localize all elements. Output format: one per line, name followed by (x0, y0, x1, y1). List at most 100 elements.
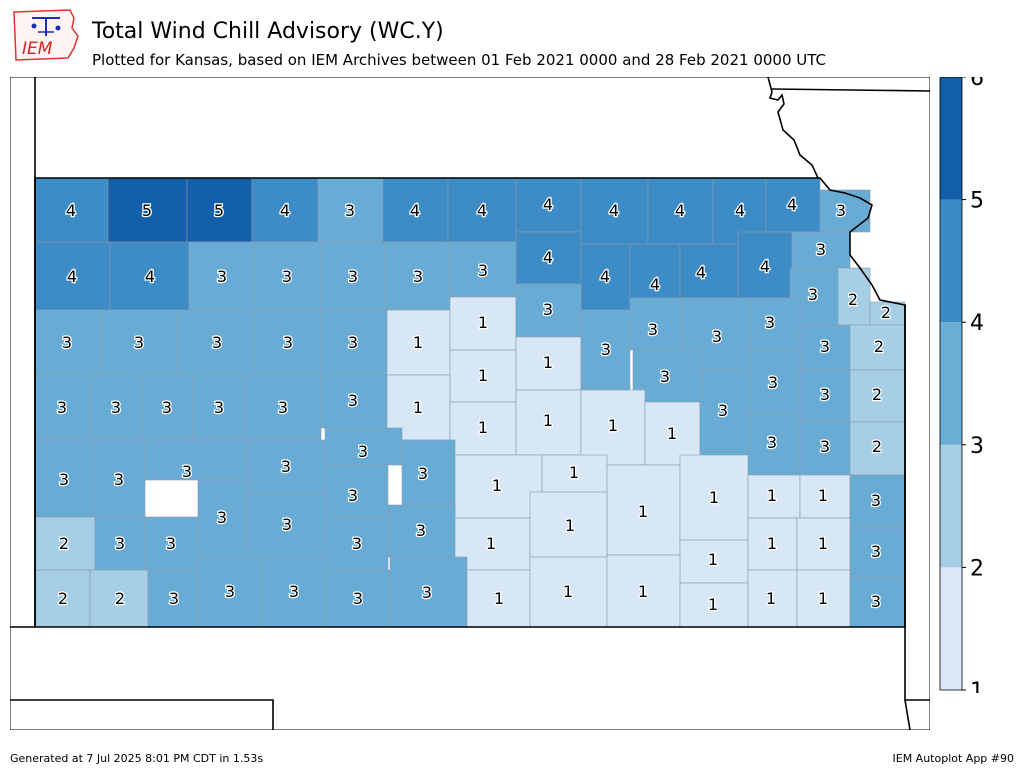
county-4 (317, 177, 384, 243)
county-label-56: 1 (478, 418, 488, 437)
county-81 (197, 479, 249, 558)
county-96 (326, 569, 391, 628)
county-label-88: 1 (767, 534, 777, 553)
colorbar-frame (939, 76, 963, 691)
county-label-27: 2 (848, 290, 858, 309)
map-svg: 4 5 5 4 3 4 4 4 4 4 4 4 3 4 4 3 3 3 3 3 4 4 4 4 4 3 3 2 2 3 3 3 3 3 1 1 3 1 3 3… (9, 76, 931, 731)
county-15 (188, 241, 256, 311)
county-label-24: 4 (760, 257, 770, 276)
county-label-17: 3 (348, 267, 358, 286)
county-label-44: 1 (478, 366, 488, 385)
footer-app: IEM Autoplot App #90 (892, 752, 1015, 765)
county-label-0: 4 (66, 201, 76, 220)
county-20 (515, 231, 582, 285)
county-57 (515, 389, 582, 456)
county-label-62: 3 (820, 437, 830, 456)
county-100 (606, 554, 681, 628)
county-84 (387, 504, 456, 558)
county-label-36: 3 (543, 300, 553, 319)
chart-subtitle: Plotted for Kansas, based on IEM Archive… (92, 51, 826, 69)
county-label-100: 1 (638, 582, 648, 601)
county-label-92: 2 (115, 589, 125, 608)
county-label-65: 3 (114, 470, 124, 489)
county-66 (144, 439, 249, 481)
colorbar-block-4 (940, 199, 962, 323)
county-60 (699, 369, 749, 456)
county-label-12: 3 (836, 201, 846, 220)
county-label-89: 1 (818, 534, 828, 553)
colorbar-tick-label-2: 2 (970, 556, 984, 581)
colorbar-tick-label-1: 1 (970, 679, 984, 693)
county-27 (837, 267, 871, 336)
county-label-18: 3 (413, 267, 423, 286)
county-label-6: 4 (477, 201, 487, 220)
county-label-104: 3 (871, 592, 881, 611)
county-label-83: 3 (352, 534, 362, 553)
county-label-52: 3 (214, 398, 224, 417)
county-label-8: 4 (609, 201, 619, 220)
county-54 (320, 374, 388, 429)
county-99 (529, 556, 608, 628)
county-label-29: 3 (62, 333, 72, 352)
county-label-98: 1 (494, 589, 504, 608)
county-label-11: 4 (787, 195, 797, 214)
county-label-58: 1 (608, 416, 618, 435)
county-25 (791, 231, 851, 269)
county-label-40: 3 (712, 327, 722, 346)
county-label-38: 3 (601, 340, 611, 359)
county-label-93: 3 (169, 589, 179, 608)
colorbar-svg: 1 2 3 4 5 6 (939, 66, 984, 704)
county-label-85: 1 (486, 534, 496, 553)
county-63 (849, 421, 906, 476)
county-label-68: 3 (358, 442, 368, 461)
county-12 (819, 189, 871, 233)
county-93 (147, 569, 199, 628)
county-label-99: 1 (563, 582, 573, 601)
county-98 (466, 569, 531, 628)
county-11 (765, 177, 821, 233)
county-label-45: 3 (660, 367, 670, 386)
county-label-28: 2 (881, 303, 891, 322)
county-label-61: 3 (767, 433, 777, 452)
county-103 (796, 569, 851, 628)
kansas-county-map: 4 5 5 4 3 4 4 4 4 4 4 4 3 4 4 3 3 3 3 3 4 4 4 4 4 3 3 2 2 3 3 3 3 3 1 1 3 1 3 3… (9, 76, 931, 731)
iowa-line (771, 88, 931, 92)
iem-logo: IEM (8, 6, 82, 64)
colorbar-tick-label-3: 3 (970, 434, 984, 459)
county-label-39: 3 (648, 320, 658, 339)
county-label-14: 4 (145, 267, 155, 286)
county-label-47: 3 (820, 385, 830, 404)
county-65 (92, 439, 146, 518)
chart-title: Total Wind Chill Advisory (WC.Y) (92, 19, 444, 44)
county-label-4: 3 (345, 201, 355, 220)
county-label-72: 3 (348, 486, 358, 505)
missouri-river (767, 76, 819, 179)
county-label-55: 1 (413, 398, 423, 417)
county-label-7: 4 (543, 195, 553, 214)
county-30 (99, 309, 179, 376)
county-label-90: 3 (871, 542, 881, 561)
county-13 (34, 241, 111, 311)
county-92 (89, 569, 149, 628)
county-41 (747, 297, 801, 351)
county-21 (580, 243, 631, 311)
county-label-32: 3 (283, 333, 293, 352)
logo-text: IEM (22, 39, 53, 59)
county-67 (247, 439, 326, 493)
county-61 (747, 414, 801, 476)
colorbar-legend: 1 2 3 4 5 6 (938, 66, 1024, 704)
county-33 (320, 309, 388, 376)
county-label-96: 3 (353, 589, 363, 608)
county-58 (580, 389, 646, 466)
county-label-35: 1 (478, 313, 488, 332)
county-90 (849, 527, 906, 579)
county-label-49: 3 (57, 398, 67, 417)
county-label-9: 4 (675, 201, 685, 220)
county-label-67: 3 (281, 457, 291, 476)
county-36 (515, 283, 582, 338)
county-49 (34, 374, 91, 441)
county-label-70: 1 (492, 476, 502, 495)
county-69 (401, 439, 456, 506)
county-label-91: 2 (58, 589, 68, 608)
county-label-78: 2 (59, 534, 69, 553)
